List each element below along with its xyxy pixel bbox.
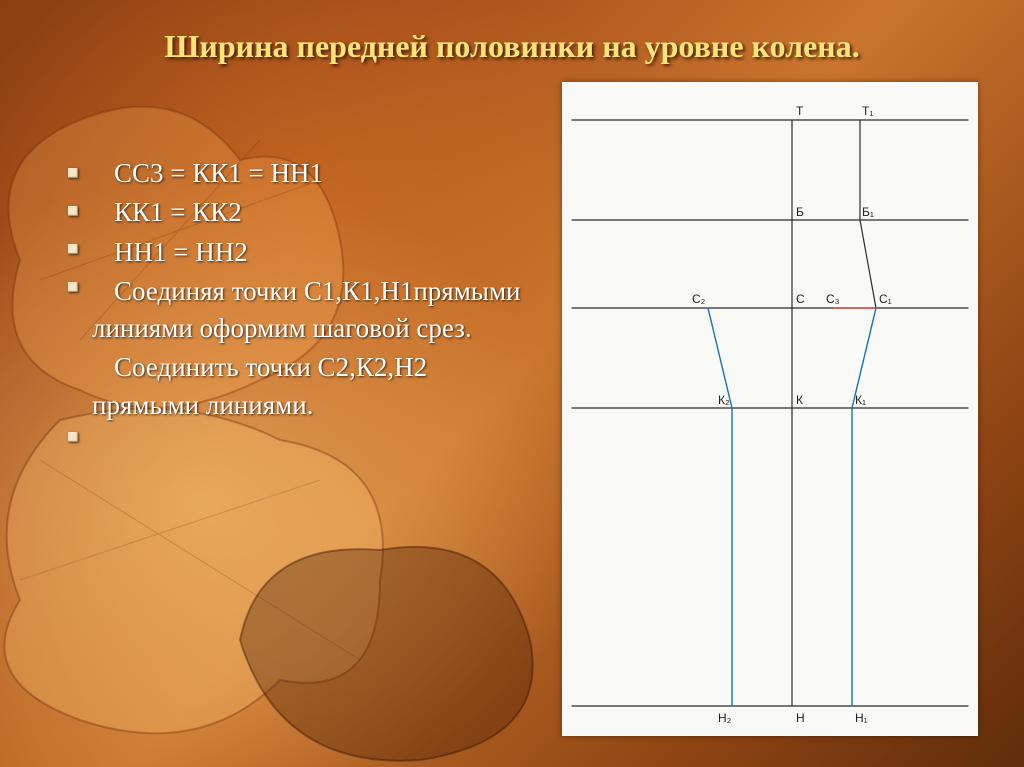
bullet-icon — [68, 432, 78, 442]
bullet-icon — [68, 244, 78, 254]
svg-text:С₂: С₂ — [692, 292, 706, 306]
bullet-icon — [68, 206, 78, 216]
bullet-icon — [68, 168, 78, 178]
svg-text:Н₂: Н₂ — [718, 711, 732, 725]
svg-text:Т: Т — [796, 104, 804, 118]
slide: Ширина передней половинки на уровне коле… — [0, 0, 1024, 767]
slide-title: Ширина передней половинки на уровне коле… — [0, 28, 1024, 65]
svg-text:К: К — [796, 393, 803, 407]
svg-text:С: С — [796, 292, 805, 306]
svg-text:С₃: С₃ — [826, 292, 840, 306]
text-line-2: КК1 = КК2 — [92, 194, 532, 231]
svg-text:Б: Б — [796, 205, 804, 219]
bullet-icon — [68, 282, 78, 292]
body-text: СС3 = КК1 = НН1 КК1 = КК2 НН1 = НН2 Соед… — [92, 155, 532, 426]
svg-text:Н₁: Н₁ — [855, 711, 868, 725]
svg-text:Т₁: Т₁ — [862, 104, 873, 118]
svg-text:Н: Н — [796, 711, 805, 725]
pattern-diagram: Т Т₁ Б Б₁ С₂ С С₃ С₁ К₂ К К₁ Н₂ Н Н₁ — [562, 82, 978, 736]
text-line-4: Соединяя точки С1,К1,Н1прямыми линиями о… — [92, 273, 532, 348]
text-line-3: НН1 = НН2 — [92, 234, 532, 271]
svg-text:К₂: К₂ — [718, 393, 730, 407]
text-line-1: СС3 = КК1 = НН1 — [92, 155, 532, 192]
leaf-decoration-2 — [0, 380, 420, 760]
leaf-decoration-3 — [200, 520, 560, 767]
svg-text:С₁: С₁ — [879, 292, 892, 306]
text-line-5: Соединить точки С2,К2,Н2 прямыми линиями… — [92, 349, 532, 424]
svg-text:К₁: К₁ — [855, 393, 866, 407]
svg-text:Б₁: Б₁ — [862, 205, 874, 219]
